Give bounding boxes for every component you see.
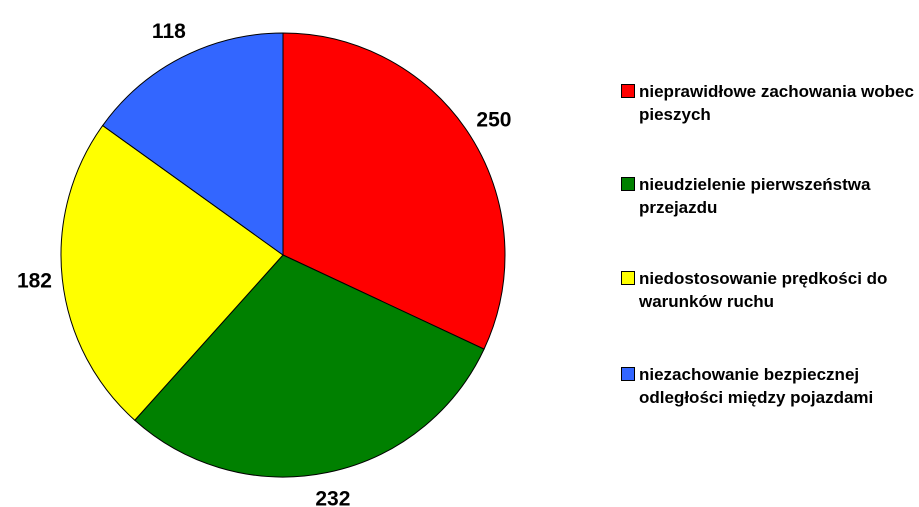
legend-label: niezachowanie bezpiecznej odległości mię… — [639, 365, 874, 407]
data-label: 232 — [315, 488, 350, 507]
legend-swatch — [621, 367, 635, 381]
legend-item: niezachowanie bezpiecznej odległości mię… — [621, 363, 919, 409]
legend-swatch — [621, 84, 635, 98]
data-label: 250 — [476, 108, 511, 131]
legend-label: niedostosowanie prędkości do warunków ru… — [639, 269, 888, 311]
pie-slice — [60, 124, 284, 421]
legend-label: nieprawidłowe zachowania wobec pieszych — [639, 82, 914, 124]
data-label: 118 — [152, 20, 186, 43]
legend-item: niedostosowanie prędkości do warunków ru… — [621, 267, 919, 313]
legend-swatch — [621, 177, 635, 191]
pie-slice — [101, 32, 284, 256]
legend-item: nieprawidłowe zachowania wobec pieszych — [621, 80, 919, 126]
pie-slice — [282, 32, 506, 350]
legend-swatch — [621, 271, 635, 285]
data-label: 182 — [17, 270, 52, 293]
legend-item: nieudzielenie pierwszeństwa przejazdu — [621, 173, 919, 219]
legend-label: nieudzielenie pierwszeństwa przejazdu — [639, 175, 871, 217]
pie-slice — [134, 254, 485, 478]
